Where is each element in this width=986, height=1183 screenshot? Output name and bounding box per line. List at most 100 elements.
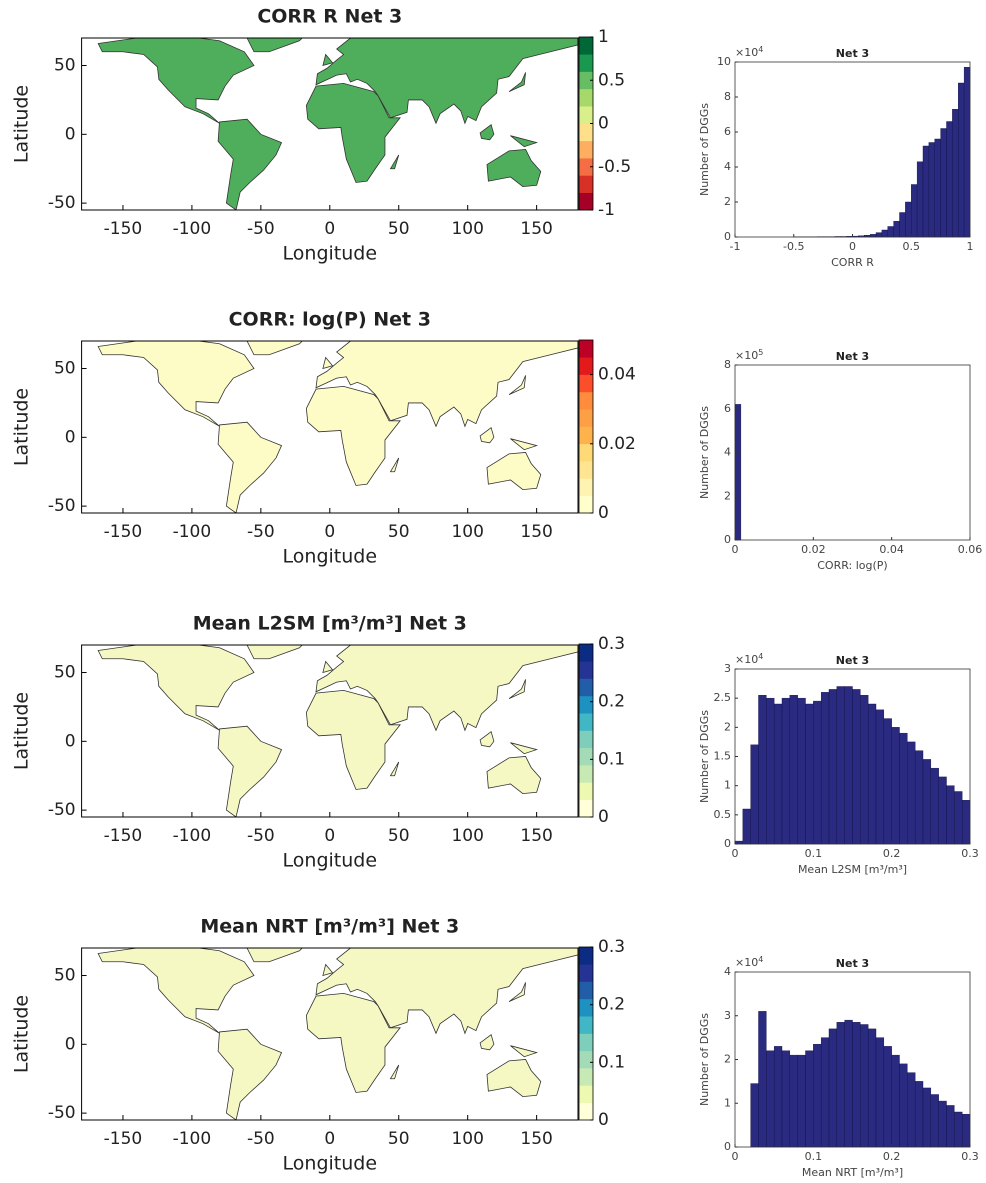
- bar: [911, 184, 918, 238]
- colorbar-tick-label: 0: [598, 503, 609, 523]
- colorbar-tick-label: 0.04: [598, 365, 636, 385]
- colorbar-swatch: [579, 192, 593, 211]
- bar: [954, 791, 963, 845]
- land: [508, 679, 526, 700]
- y-axis-label: Number of DGGs: [698, 406, 711, 499]
- colorbar-swatch: [579, 981, 593, 1000]
- x-axis-label: Longitude: [283, 546, 378, 568]
- y-axis-label: Number of DGGs: [698, 1013, 711, 1106]
- y-tick-label: 0: [724, 230, 731, 243]
- x-tick-label: -100: [173, 826, 212, 846]
- bar: [797, 1054, 806, 1148]
- bar: [766, 1050, 775, 1148]
- y-axis-label: Latitude: [11, 85, 33, 163]
- x-tick-label: 0.3: [961, 847, 979, 860]
- colorbar-swatch: [579, 357, 593, 375]
- chart-title: Net 3: [836, 654, 869, 667]
- y-axis-label: Latitude: [11, 995, 33, 1073]
- colorbar-swatch: [579, 123, 593, 142]
- land: [315, 37, 579, 125]
- bar: [946, 785, 955, 845]
- bar: [899, 732, 908, 845]
- bar: [907, 1072, 916, 1148]
- x-tick-label: 150: [520, 826, 552, 846]
- x-tick-label: -150: [104, 1129, 143, 1149]
- colorbar-swatch: [579, 461, 593, 479]
- x-tick-label: 50: [388, 219, 410, 239]
- x-tick-label: 0.04: [879, 543, 904, 556]
- x-tick-label: 150: [520, 522, 552, 542]
- colorbar-tick-label: 1: [598, 27, 609, 47]
- bar: [875, 232, 883, 238]
- bar: [875, 1037, 885, 1148]
- y-tick-label: 50: [54, 663, 76, 683]
- colorbar-swatch: [579, 54, 593, 72]
- bar: [952, 109, 959, 238]
- colorbar-tick-label: 0.02: [598, 434, 636, 454]
- bar: [828, 1028, 838, 1148]
- colorbar-tick-label: 0.1: [598, 1052, 625, 1072]
- bar: [836, 686, 845, 845]
- bar: [883, 1046, 892, 1148]
- colorbar-swatch: [579, 426, 593, 445]
- y-tick-label: 50: [54, 359, 76, 379]
- land: [389, 1064, 400, 1080]
- colorbar-swatch: [579, 158, 593, 176]
- colorbar-tick-label: -0.5: [598, 157, 631, 177]
- bar: [789, 1054, 798, 1148]
- y-tick-label: -50: [48, 193, 76, 213]
- land: [246, 947, 304, 963]
- x-tick-label: 50: [388, 522, 410, 542]
- y-tick-label: 0: [65, 1034, 76, 1054]
- land: [322, 660, 334, 674]
- colorbar-swatch: [579, 747, 593, 766]
- x-tick-label: 0.02: [801, 543, 826, 556]
- x-tick-label: 0: [732, 1150, 739, 1163]
- x-tick-label: -50: [247, 1129, 275, 1149]
- colorbar-swatch: [579, 495, 593, 514]
- x-axis-label: Mean L2SM [m³/m³]: [798, 863, 907, 876]
- land: [322, 963, 334, 977]
- bar: [773, 703, 783, 845]
- x-tick-label: -1: [730, 240, 741, 253]
- axis-multiplier: ×104: [735, 955, 763, 970]
- bar: [891, 727, 900, 845]
- y-tick-label: 10: [717, 55, 731, 68]
- x-tick-label: 0: [324, 219, 335, 239]
- colorbar-box: [578, 643, 594, 818]
- bar: [750, 744, 759, 845]
- land: [510, 438, 539, 451]
- x-tick-label: 1: [967, 240, 974, 253]
- x-tick-label: 50: [388, 1129, 410, 1149]
- y-tick-label: 6: [724, 125, 731, 138]
- bar: [946, 121, 953, 238]
- bar: [922, 1087, 932, 1148]
- colorbar-tick-label: 0.3: [598, 634, 625, 654]
- y-tick-label: 50: [54, 966, 76, 986]
- x-tick-label: -100: [173, 219, 212, 239]
- x-tick-label: 100: [451, 522, 483, 542]
- x-tick-label: -150: [104, 522, 143, 542]
- x-tick-label: 0: [324, 1129, 335, 1149]
- x-tick-label: 0.3: [961, 1150, 979, 1163]
- axis-multiplier: ×104: [735, 45, 763, 60]
- y-tick-label: 50: [54, 56, 76, 76]
- bar: [916, 161, 924, 238]
- land: [389, 457, 400, 473]
- land: [322, 356, 334, 370]
- chart-title: CORR: log(P) Net 3: [229, 309, 431, 331]
- colorbar-swatch: [579, 765, 593, 783]
- y-tick-label: 4: [724, 446, 731, 459]
- bar: [844, 686, 853, 845]
- colorbar-tick-label: 0.2: [598, 995, 625, 1015]
- land: [510, 135, 539, 148]
- bar: [914, 750, 924, 845]
- bar: [940, 128, 947, 238]
- x-tick-label: 50: [388, 826, 410, 846]
- x-axis-label: Longitude: [283, 850, 378, 872]
- colorbar-tick-label: 0.2: [598, 692, 625, 712]
- bar: [860, 695, 869, 845]
- bar: [875, 709, 885, 845]
- x-tick-label: -50: [247, 826, 275, 846]
- bar: [758, 1011, 767, 1148]
